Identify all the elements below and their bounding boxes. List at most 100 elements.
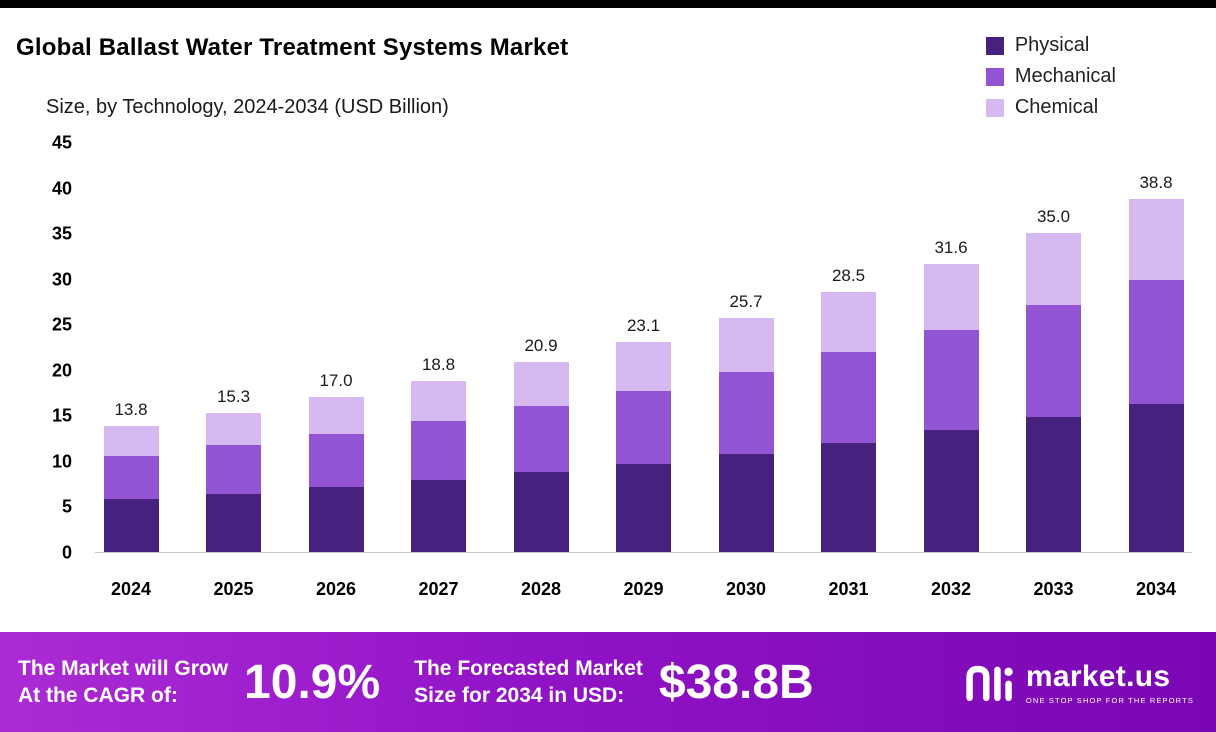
x-axis-label: 2025 [213, 579, 254, 599]
bar-total-label: 35.0 [1036, 207, 1071, 227]
y-tick-label: 35 [51, 223, 72, 244]
bar-group: 23.1 [608, 316, 680, 552]
legend-label: Mechanical [1014, 65, 1116, 87]
bar-segment-physical [206, 493, 261, 552]
bar-segment-mechanical [308, 433, 364, 488]
bar-segment-physical [513, 471, 569, 552]
bar-group: 18.8 [403, 355, 475, 552]
legend-label: Physical [1014, 34, 1090, 56]
legend: Physical Mechanical Chemical [985, 32, 1116, 120]
cagr-label: The Market will Grow At the CAGR of: [18, 655, 228, 710]
bar-segment-mechanical [206, 445, 261, 494]
bar-segment-mechanical [103, 456, 159, 500]
bar-total-label: 28.5 [831, 266, 866, 286]
legend-swatch [985, 36, 1004, 55]
y-tick-label: 30 [51, 269, 72, 290]
bar-group: 31.6 [915, 238, 987, 552]
bar-segment-physical [1128, 403, 1184, 552]
x-axis-label: 2032 [930, 579, 972, 599]
legend-item-mechanical: Mechanical [985, 65, 1116, 88]
y-tick-label: 10 [51, 451, 72, 472]
bar-group: 25.7 [710, 292, 782, 552]
plot-wrap: 0 5 10 15 20 25 30 35 40 45 13.8 15.3 17.0 18.8 20.9 2… [0, 133, 1216, 563]
y-axis: 0 5 10 15 20 25 30 35 40 45 [0, 133, 80, 563]
y-tick-label: 45 [51, 132, 72, 153]
bar-total-label: 13.8 [114, 400, 148, 420]
forecast-label-line1: The Forecasted Market [414, 656, 643, 680]
x-axis-label: 2026 [315, 579, 357, 599]
forecast-value: $38.8B [658, 655, 814, 709]
bar-stack [513, 361, 569, 552]
chart-subtitle: Size, by Technology, 2024-2034 (USD Bill… [46, 96, 449, 118]
bar-segment-chemical [1128, 198, 1184, 280]
bar-stack [103, 426, 159, 552]
x-axis-label: 2031 [828, 579, 869, 599]
bar-segment-physical [923, 429, 979, 552]
cagr-label-line1: The Market will Grow [18, 656, 229, 680]
bar-segment-physical [411, 480, 466, 552]
bar-segment-chemical [718, 317, 774, 372]
bar-stack [923, 264, 979, 552]
bar-segment-chemical [616, 341, 671, 391]
bar-segment-chemical [411, 380, 466, 421]
y-tick-label: 20 [51, 360, 72, 381]
bar-segment-mechanical [411, 420, 466, 480]
x-axis-label: 2024 [110, 579, 152, 599]
chart-header: Global Ballast Water Treatment Systems M… [0, 8, 1216, 120]
bar-total-label: 38.8 [1139, 172, 1173, 192]
bar-segment-mechanical [616, 390, 671, 464]
bar-stack [1128, 198, 1184, 552]
x-axis-label: 2027 [418, 579, 459, 599]
bar-stack [1026, 233, 1081, 552]
bar-segment-mechanical [718, 371, 774, 454]
bar-total-label: 20.9 [524, 335, 558, 355]
bar-stack [616, 341, 671, 552]
chart-title: Global Ballast Water Treatment Systems M… [16, 34, 569, 61]
bar-segment-physical [103, 499, 159, 552]
bar-stack [411, 380, 466, 552]
bar-total-label: 15.3 [216, 386, 251, 406]
bar-segment-physical [1026, 417, 1081, 552]
bar-group: 35.0 [1018, 207, 1090, 552]
x-axis-label: 2033 [1033, 579, 1074, 599]
bottom-banner: The Market will Grow At the CAGR of: 10.… [0, 632, 1216, 732]
bar-total-label: 25.7 [729, 291, 763, 311]
legend-item-chemical: Chemical [985, 96, 1116, 119]
cagr-value: 10.9% [244, 655, 381, 709]
bar-group: 15.3 [198, 387, 270, 552]
bar-stack [206, 412, 261, 552]
bar-total-label: 18.8 [421, 354, 456, 374]
bar-segment-chemical [513, 361, 569, 407]
bar-segment-mechanical [1026, 305, 1081, 418]
y-tick-label: 0 [61, 542, 72, 563]
bar-total-label: 23.1 [626, 315, 661, 335]
plot-area: 13.8 15.3 17.0 18.8 20.9 23.1 25.7 28.5 31.6 35.0… [95, 143, 1192, 553]
forecast-label-line2: Size for 2034 in USD: [414, 684, 625, 707]
bar-segment-mechanical [513, 406, 569, 472]
bar-segment-mechanical [923, 329, 979, 430]
bar-segment-physical [616, 463, 671, 552]
bar-segment-physical [308, 487, 364, 552]
bar-segment-physical [821, 442, 876, 552]
bar-segment-physical [718, 453, 774, 552]
logo-text-block: market.us ONE STOP SHOP FOR THE REPORTS [1026, 660, 1194, 705]
bar-segment-chemical [1026, 233, 1081, 306]
bar-segment-chemical [821, 292, 876, 352]
bar-group: 28.5 [813, 266, 885, 552]
bar-group: 17.0 [300, 371, 372, 552]
x-axis-label: 2029 [623, 579, 664, 599]
bar-stack [821, 292, 876, 552]
legend-label: Chemical [1014, 96, 1099, 118]
x-axis-label: 2030 [725, 579, 767, 599]
legend-swatch [985, 67, 1004, 86]
bar-segment-chemical [206, 412, 261, 446]
bar-stack [308, 397, 364, 552]
bar-total-label: 31.6 [934, 238, 968, 258]
logo-tagline: ONE STOP SHOP FOR THE REPORTS [1025, 695, 1194, 705]
x-axis-label: 2034 [1135, 579, 1177, 599]
logo-text: market.us [1025, 659, 1171, 693]
bar-group: 38.8 [1120, 173, 1192, 552]
x-axis-label: 2028 [520, 579, 562, 599]
bar-segment-chemical [308, 397, 364, 434]
